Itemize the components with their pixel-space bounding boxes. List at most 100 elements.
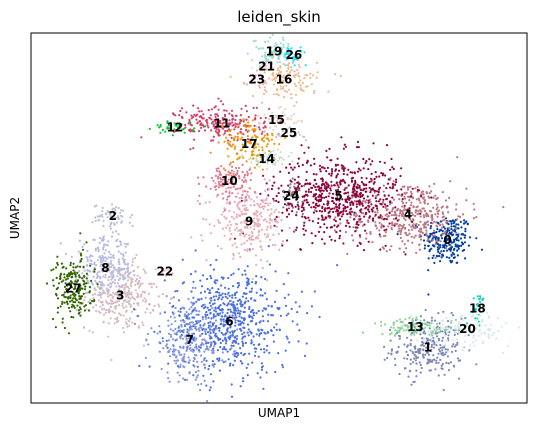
scatter-point <box>64 278 68 281</box>
scatter-point <box>64 252 67 255</box>
scatter-point <box>299 84 302 87</box>
scatter-point <box>455 208 458 211</box>
scatter-point <box>304 139 307 142</box>
scatter-point <box>365 160 368 163</box>
scatter-point <box>179 307 182 310</box>
scatter-point <box>409 362 412 365</box>
scatter-point <box>286 239 289 242</box>
scatter-point <box>404 367 407 370</box>
scatter-point <box>320 184 323 187</box>
scatter-point <box>214 319 218 322</box>
scatter-point <box>172 338 175 341</box>
scatter-point <box>143 291 146 294</box>
scatter-point <box>275 289 278 292</box>
scatter-point <box>415 222 418 225</box>
scatter-point <box>201 338 204 341</box>
scatter-point <box>356 221 359 224</box>
scatter-point <box>204 201 207 204</box>
scatter-point <box>245 110 248 113</box>
scatter-point <box>50 269 53 272</box>
scatter-point <box>70 315 73 319</box>
scatter-point <box>238 312 241 315</box>
scatter-point <box>226 293 229 296</box>
cluster-label-21: 21 <box>258 59 275 73</box>
scatter-point <box>181 258 184 261</box>
scatter-point <box>376 207 379 210</box>
scatter-point <box>428 327 431 330</box>
scatter-point <box>271 184 274 187</box>
scatter-point <box>403 206 406 209</box>
scatter-point <box>194 378 197 381</box>
scatter-point <box>323 183 326 186</box>
scatter-point <box>119 211 122 214</box>
scatter-point <box>118 263 121 266</box>
scatter-point <box>402 202 405 205</box>
scatter-point <box>452 329 455 332</box>
scatter-point <box>278 61 282 64</box>
scatter-point <box>442 249 445 253</box>
scatter-point <box>300 210 304 213</box>
scatter-point <box>438 230 441 233</box>
scatter-point <box>203 357 206 360</box>
scatter-point <box>205 119 208 122</box>
scatter-point <box>344 231 347 234</box>
scatter-point <box>258 229 261 232</box>
scatter-point <box>224 360 227 363</box>
scatter-point <box>442 354 445 357</box>
scatter-point <box>122 306 125 309</box>
scatter-point <box>249 330 252 333</box>
cluster-label-0: 0 <box>443 233 451 247</box>
scatter-point <box>237 353 240 356</box>
scatter-point <box>169 348 172 351</box>
scatter-point <box>246 374 249 377</box>
scatter-point <box>234 228 237 231</box>
scatter-point <box>118 312 121 316</box>
scatter-point <box>227 124 230 127</box>
scatter-point <box>231 118 234 121</box>
scatter-point <box>190 306 193 309</box>
scatter-point <box>199 291 202 294</box>
scatter-point <box>66 302 69 306</box>
scatter-point <box>193 339 197 342</box>
scatter-point <box>263 331 266 334</box>
scatter-point <box>172 344 175 347</box>
scatter-point <box>220 213 224 216</box>
scatter-point <box>204 296 207 299</box>
scatter-point <box>442 246 445 249</box>
scatter-point <box>412 352 415 355</box>
scatter-point <box>405 215 408 218</box>
scatter-point <box>297 340 300 343</box>
scatter-point <box>342 172 345 176</box>
scatter-point <box>383 203 387 206</box>
scatter-point <box>223 346 226 349</box>
scatter-point <box>403 324 406 327</box>
scatter-point <box>249 226 252 229</box>
scatter-point <box>418 248 421 251</box>
scatter-point <box>338 206 341 209</box>
scatter-point <box>203 322 206 325</box>
scatter-point <box>427 293 430 296</box>
scatter-point <box>107 263 110 266</box>
scatter-point <box>426 321 429 324</box>
scatter-point <box>239 200 242 203</box>
scatter-point <box>321 177 324 180</box>
scatter-point <box>451 233 455 236</box>
scatter-point <box>216 193 219 196</box>
scatter-point <box>212 365 215 368</box>
scatter-point <box>429 332 432 335</box>
scatter-point <box>241 303 244 306</box>
scatter-point <box>76 271 79 274</box>
scatter-point <box>457 227 460 230</box>
scatter-point <box>433 261 436 264</box>
scatter-point <box>393 224 396 227</box>
scatter-point <box>416 356 419 359</box>
scatter-point <box>237 207 240 210</box>
scatter-point <box>374 221 377 224</box>
scatter-point <box>236 137 240 141</box>
scatter-point <box>466 223 469 226</box>
scatter-point <box>291 206 294 209</box>
scatter-point <box>271 78 274 81</box>
scatter-point <box>275 328 278 331</box>
scatter-point <box>487 333 490 336</box>
